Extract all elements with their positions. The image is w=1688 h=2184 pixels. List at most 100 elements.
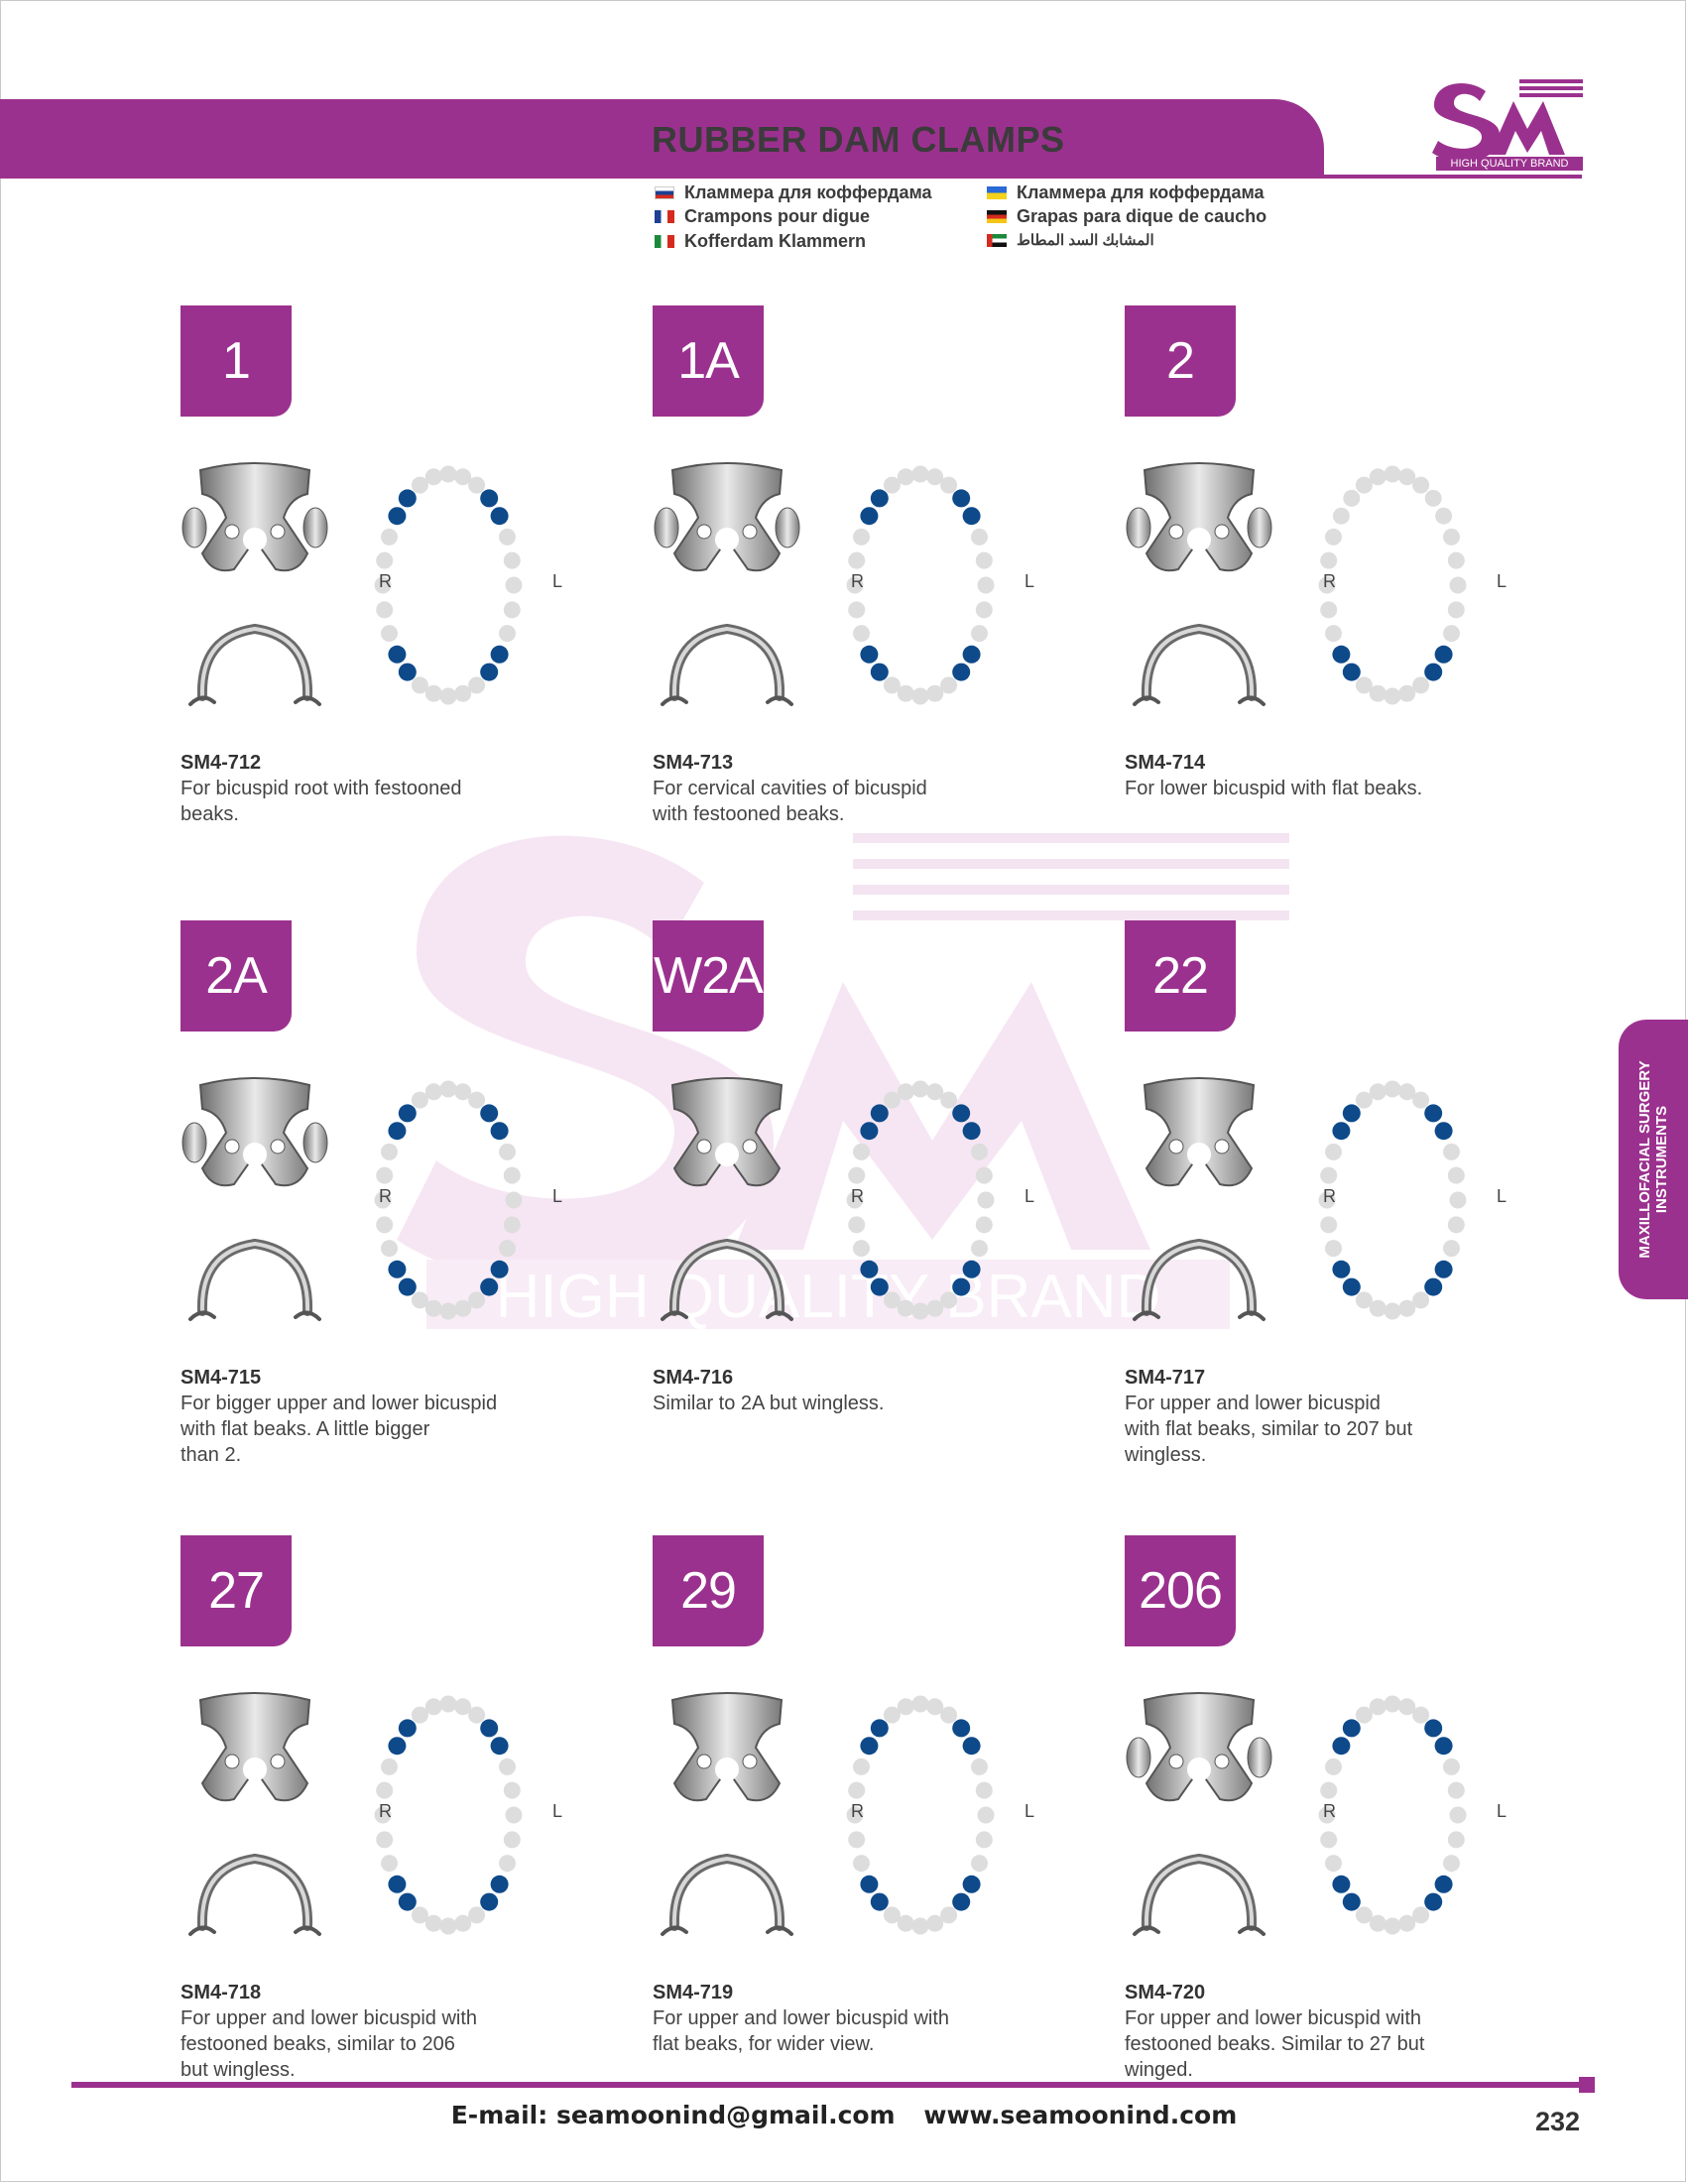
tooth: [374, 576, 392, 594]
arch-left-label: L: [552, 571, 563, 591]
tooth: [1424, 489, 1442, 507]
tooth: [1447, 551, 1465, 569]
tooth: [1318, 1191, 1336, 1209]
product-description: For lower bicuspid with flat beaks.: [1125, 776, 1492, 801]
footer-rule: [71, 2082, 1585, 2088]
tooth: [1443, 625, 1460, 643]
clamp-image: [188, 1692, 321, 1936]
italy-flag-icon: [655, 235, 674, 248]
description-line: For upper and lower bicuspid with: [181, 2007, 478, 2029]
tooth: [1369, 1299, 1387, 1317]
tooth: [962, 507, 981, 526]
description-line: festooned beaks, similar to 206: [181, 2033, 455, 2055]
language-text: Кламмера для коффердама: [1017, 182, 1265, 202]
product-description: For bigger upper and lower bicuspid with …: [181, 1391, 547, 1468]
tooth: [480, 1719, 499, 1738]
language-list: Кламмера для коффердама Кламмера для коф…: [655, 182, 1309, 262]
clamp-number-badge: W2A: [653, 920, 764, 1031]
tooth: [439, 465, 457, 483]
tooth: [940, 676, 958, 694]
tooth: [411, 676, 428, 694]
tooth: [1384, 1917, 1401, 1935]
description-line: For upper and lower bicuspid: [1125, 1393, 1381, 1414]
side-tab-label: MAXILLOFACIAL SURGERY INSTRUMENTS: [1636, 1060, 1670, 1258]
arch-right-label: R: [851, 571, 864, 591]
arch-right-label: R: [1323, 571, 1336, 591]
tooth: [926, 684, 944, 702]
tooth: [846, 576, 864, 594]
tooth: [848, 1166, 866, 1184]
tooth: [1398, 1914, 1416, 1932]
tooth: [860, 1260, 879, 1278]
tooth: [911, 1080, 929, 1098]
product-code: SM4-713: [653, 752, 734, 774]
tooth: [388, 1122, 407, 1141]
tooth: [376, 1831, 394, 1849]
dental-arch-diagram: [846, 465, 995, 705]
tooth: [490, 1122, 509, 1141]
tooth: [376, 601, 394, 619]
footer-email[interactable]: E-mail: seamoonind@gmail.com: [450, 2101, 896, 2129]
clamp-photo: [653, 1073, 801, 1341]
tooth: [1412, 676, 1430, 694]
description-line: festooned beaks. Similar to 27 but: [1125, 2033, 1425, 2055]
tooth: [439, 1917, 457, 1935]
tooth: [1412, 1291, 1430, 1309]
arch-chart: [821, 1071, 1020, 1329]
product-description: For upper and lower bicuspid with flat be…: [1125, 1391, 1492, 1468]
tooth: [374, 1806, 392, 1824]
tooth: [1443, 1855, 1460, 1873]
tooth: [952, 1104, 971, 1123]
tooth: [971, 528, 988, 546]
tooth: [977, 1191, 995, 1209]
arch-right-label: R: [1323, 1801, 1336, 1821]
tooth: [853, 1240, 870, 1258]
tooth: [1325, 528, 1342, 546]
footer-website[interactable]: www.seamoonind.com: [923, 2101, 1238, 2129]
tooth: [1325, 1855, 1342, 1873]
logo-caption: HIGH QUALITY BRAND: [1436, 157, 1583, 171]
tooth: [499, 1143, 516, 1160]
tooth: [870, 1277, 889, 1296]
tooth: [376, 1216, 394, 1234]
tooth: [971, 1143, 988, 1160]
arch-right-label: R: [851, 1801, 864, 1821]
tooth: [848, 1831, 866, 1849]
tooth: [870, 1892, 889, 1911]
tooth: [1434, 1122, 1453, 1141]
tooth: [1318, 576, 1336, 594]
tooth: [468, 476, 486, 494]
tooth: [1342, 1277, 1361, 1296]
clamp-number-badge: 1A: [653, 305, 764, 417]
clamp-image: [661, 1077, 793, 1321]
tooth: [1398, 1698, 1416, 1716]
tooth: [860, 507, 879, 526]
tooth: [388, 645, 407, 664]
tooth: [848, 1216, 866, 1234]
tooth: [1320, 1166, 1338, 1184]
product-code: SM4-718: [181, 1982, 262, 2003]
tooth: [439, 1080, 457, 1098]
tooth: [971, 1240, 988, 1258]
tooth: [1449, 1191, 1467, 1209]
dental-arch-diagram: [1318, 1080, 1467, 1320]
tooth: [503, 551, 521, 569]
tooth: [926, 1914, 944, 1932]
description-line: than 2.: [181, 1444, 242, 1466]
clamp-image: [181, 462, 328, 706]
tooth: [398, 1277, 417, 1296]
tooth: [398, 1719, 417, 1738]
tooth: [962, 645, 981, 664]
tooth: [1447, 1831, 1465, 1849]
language-item: المشابك السد المطاط: [987, 231, 1154, 249]
clamp-photo: [181, 458, 329, 726]
side-tab-line2: INSTRUMENTS: [1653, 1105, 1670, 1214]
tooth: [1325, 1758, 1342, 1775]
tooth: [926, 1083, 944, 1101]
tooth: [911, 1917, 929, 1935]
tooth: [848, 1781, 866, 1799]
clamp-photo: [181, 1073, 329, 1341]
side-tab[interactable]: [1619, 1020, 1688, 1299]
tooth: [1443, 1240, 1460, 1258]
tooth: [911, 1302, 929, 1320]
